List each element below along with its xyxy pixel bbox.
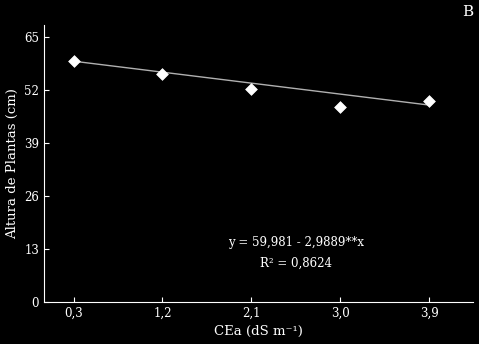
Point (248, 86, 255, 92)
X-axis label: CEa (dS m⁻¹): CEa (dS m⁻¹) (214, 325, 303, 338)
Point (70, 58, 78, 64)
Text: B: B (462, 5, 473, 19)
Y-axis label: Altura de Plantas (cm): Altura de Plantas (cm) (6, 88, 19, 239)
Point (336, 104, 344, 109)
Text: y = 59,981 - 2,9889**x
R² = 0,8624: y = 59,981 - 2,9889**x R² = 0,8624 (228, 236, 364, 270)
Point (425, 98, 433, 104)
Point (159, 72, 166, 77)
